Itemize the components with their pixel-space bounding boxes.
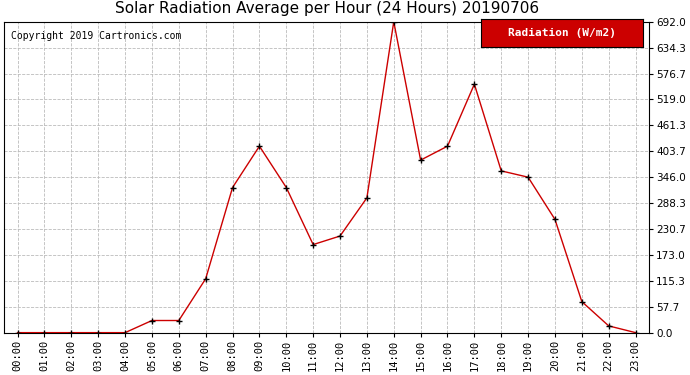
Title: Solar Radiation Average per Hour (24 Hours) 20190706: Solar Radiation Average per Hour (24 Hou… — [115, 1, 539, 16]
Text: Copyright 2019 Cartronics.com: Copyright 2019 Cartronics.com — [10, 31, 181, 41]
